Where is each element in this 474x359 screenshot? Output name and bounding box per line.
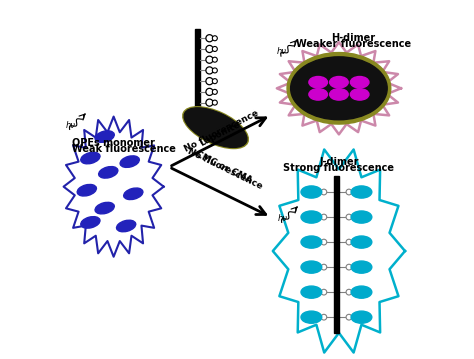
Circle shape (321, 239, 327, 245)
Ellipse shape (301, 261, 322, 273)
Circle shape (206, 67, 213, 74)
Circle shape (212, 68, 218, 73)
Circle shape (212, 57, 218, 62)
Ellipse shape (291, 57, 387, 120)
Ellipse shape (350, 76, 369, 88)
Text: J-dimer: J-dimer (319, 157, 359, 167)
Ellipse shape (301, 211, 322, 223)
Ellipse shape (287, 52, 391, 124)
Ellipse shape (301, 236, 322, 248)
Ellipse shape (124, 188, 143, 200)
Circle shape (346, 214, 352, 220)
Ellipse shape (117, 220, 136, 232)
Ellipse shape (301, 186, 322, 198)
Circle shape (212, 46, 218, 51)
Circle shape (346, 189, 352, 195)
Circle shape (206, 99, 213, 106)
Ellipse shape (120, 156, 139, 167)
Circle shape (212, 100, 218, 105)
Text: OPEs monomer: OPEs monomer (73, 137, 155, 148)
Text: hν: hν (277, 214, 287, 223)
Bar (334, 176, 339, 333)
Circle shape (321, 289, 327, 295)
Circle shape (212, 89, 218, 94)
Ellipse shape (309, 76, 328, 88)
Circle shape (346, 264, 352, 270)
Circle shape (206, 35, 213, 42)
Circle shape (206, 78, 213, 85)
Text: Laponite: Laponite (198, 120, 242, 148)
Ellipse shape (77, 185, 96, 196)
Ellipse shape (301, 286, 322, 298)
Text: No fluorescence: No fluorescence (183, 108, 260, 154)
Text: hν: hν (65, 121, 75, 130)
Circle shape (321, 189, 327, 195)
Text: hν: hν (277, 47, 287, 56)
Bar (195, 29, 200, 108)
Ellipse shape (184, 108, 247, 148)
Ellipse shape (183, 107, 248, 149)
Ellipse shape (351, 186, 372, 198)
Text: Weaker fluorescence: Weaker fluorescence (296, 39, 411, 49)
Ellipse shape (309, 89, 328, 100)
Ellipse shape (351, 311, 372, 323)
Circle shape (321, 314, 327, 320)
Ellipse shape (95, 131, 114, 143)
Circle shape (321, 214, 327, 220)
Ellipse shape (329, 89, 348, 100)
Ellipse shape (99, 167, 118, 178)
Circle shape (346, 289, 352, 295)
Circle shape (212, 36, 218, 41)
Ellipse shape (81, 152, 100, 164)
Ellipse shape (329, 76, 348, 88)
Text: H-dimer: H-dimer (331, 33, 375, 43)
Ellipse shape (351, 286, 372, 298)
Ellipse shape (351, 211, 372, 223)
Circle shape (212, 79, 218, 84)
Ellipse shape (350, 89, 369, 100)
Ellipse shape (81, 216, 100, 228)
Circle shape (206, 56, 213, 63)
Text: No fluorescence: No fluorescence (187, 147, 264, 191)
Ellipse shape (95, 202, 114, 214)
Circle shape (346, 314, 352, 320)
Circle shape (321, 264, 327, 270)
Text: Weak fluorescence: Weak fluorescence (73, 144, 176, 154)
Circle shape (206, 45, 213, 52)
Ellipse shape (351, 261, 372, 273)
Circle shape (346, 239, 352, 245)
Circle shape (206, 88, 213, 95)
Ellipse shape (301, 311, 322, 323)
Text: Strong fluorescence: Strong fluorescence (283, 163, 394, 173)
Text: CMC or CMA: CMC or CMA (194, 150, 253, 185)
Ellipse shape (351, 236, 372, 248)
